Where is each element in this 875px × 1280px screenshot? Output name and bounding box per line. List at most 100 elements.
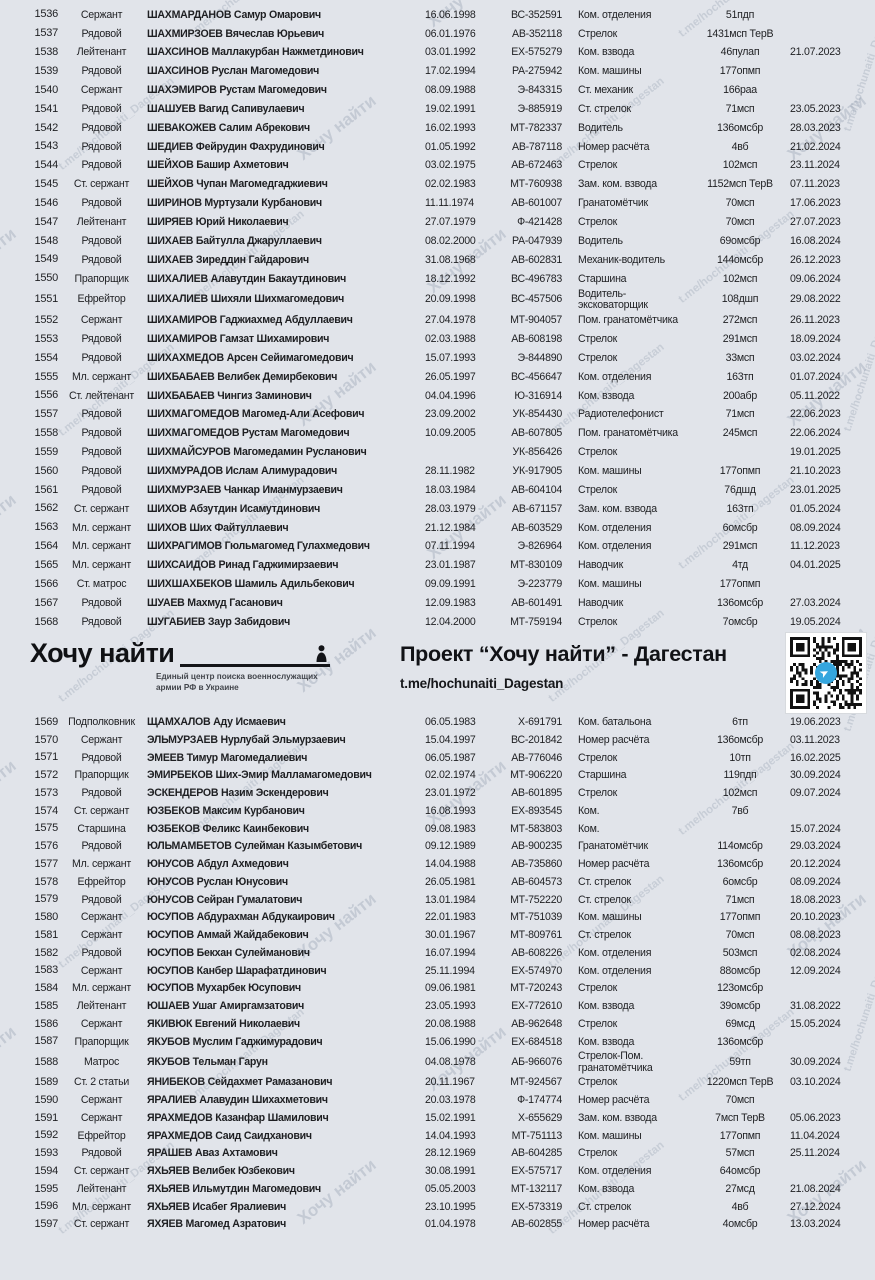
cell-id-number: АВ-352118	[512, 27, 562, 40]
cell-position: Зам. ком. взвода	[578, 1111, 657, 1124]
cell-rank: Ст. сержант	[73, 502, 130, 515]
cell-date: 01.07.2024	[790, 370, 841, 383]
cell-name: ШАХСИНОВ Руслан Магомедович	[147, 65, 320, 78]
cell-id-number: Х-691791	[518, 716, 562, 729]
table-row: 1595 Лейтенант ЯХЬЯЕВ Ильмутдин Магомедо…	[0, 1181, 875, 1199]
cell-date: 09.06.2024	[790, 272, 841, 285]
table-row: 1554 Рядовой ШИХАХМЕДОВ Арсен Сейимагоме…	[0, 349, 875, 368]
cell-name: ШИХАХМЕДОВ Арсен Сейимагомедович	[147, 351, 354, 364]
cell-position: Номер расчёта	[578, 733, 650, 746]
cell-birth-date: 20.11.1967	[425, 1076, 475, 1089]
cell-row-number: 1543	[34, 140, 59, 153]
cell-unit: 166раа	[723, 84, 757, 97]
person-icon	[316, 645, 327, 662]
cell-name: ЯХЬЯЕВ Велибек Юзбекович	[147, 1165, 295, 1178]
cell-rank: Рядовой	[81, 787, 122, 800]
cell-position: Ком. отделения	[578, 8, 652, 21]
cell-date: 23.01.2025	[790, 483, 841, 496]
table-row: 1570 Сержант ЭЛЬМУРЗАЕВ Нурлубай Эльмурз…	[0, 732, 875, 750]
cell-unit: 1220мсп ТерВ	[706, 1076, 774, 1089]
cell-birth-date: 01.05.1992	[425, 140, 476, 153]
cell-unit: 177опмп	[719, 911, 761, 924]
logo-tagline: Единый центр поиска военнослужащих армии…	[156, 672, 318, 692]
table-row: 1581 Сержант ЮСУПОВ Аммай Жайдабекович 3…	[0, 927, 875, 945]
cell-position: Ком. взвода	[578, 1182, 635, 1195]
personnel-table-bottom: 1569 Подполковник ЩАМХАЛОВ Аду Исмаевич …	[0, 714, 875, 1234]
cell-name: ШАХСИНОВ Маллакурбан Нажметдинович	[147, 46, 364, 59]
cell-unit: 1431мсп ТерВ	[706, 27, 774, 40]
cell-id-number: ВС-496783	[511, 272, 562, 285]
cell-date: 13.03.2024	[790, 1218, 841, 1231]
cell-unit: 1152мсп ТерВ	[707, 178, 773, 191]
table-row: 1551 Ефрейтор ШИХАЛИЕВ Шихяли Шихмагомед…	[0, 287, 875, 312]
cell-unit: 71мсп	[725, 893, 755, 906]
cell-rank: Рядовой	[81, 893, 122, 906]
project-block: Проект “Хочу найти” - Дагестан t.me/hoch…	[400, 642, 727, 691]
cell-position: Стрелок	[578, 333, 618, 346]
cell-rank: Сержант	[80, 1017, 123, 1030]
cell-name: ЭМЕЕВ Тимур Магомедалиевич	[147, 751, 308, 764]
cell-date: 07.11.2023	[790, 178, 840, 191]
cell-row-number: 1542	[34, 121, 59, 134]
cell-name: ЭЛЬМУРЗАЕВ Нурлубай Эльмурзаевич	[147, 733, 346, 746]
cell-rank: Рядовой	[81, 464, 122, 477]
cell-unit: 70мсп	[725, 929, 755, 942]
cell-date: 21.08.2024	[790, 1182, 841, 1195]
cell-unit: 102мсп	[722, 159, 758, 172]
cell-birth-date: 14.04.1993	[425, 1129, 476, 1142]
cell-birth-date: 25.11.1994	[425, 964, 475, 977]
cell-position: Ком. машины	[578, 578, 642, 591]
cell-unit: 7мсп ТерВ	[715, 1111, 765, 1124]
cell-id-number: МТ-782337	[510, 121, 562, 134]
cell-position: Ком. взвода	[578, 1000, 635, 1013]
cell-name: ШИХБАБАЕВ Чингиз Заминович	[147, 389, 312, 402]
cell-id-number: Э-843315	[517, 84, 563, 97]
table-row: 1553 Рядовой ШИХАМИРОВ Гамзат Шихамирови…	[0, 330, 875, 349]
logo-title: Хочу найти	[30, 638, 175, 668]
cell-row-number: 1555	[34, 370, 59, 383]
cell-row-number: 1575	[34, 822, 59, 835]
cell-row-number: 1595	[34, 1182, 59, 1195]
cell-birth-date: 02.02.1983	[425, 178, 476, 191]
cell-rank: Рядовой	[81, 351, 122, 364]
table-row: 1578 Ефрейтор ЮНУСОВ Руслан Юнусович 26.…	[0, 874, 875, 892]
cell-id-number: АВ-604573	[511, 875, 562, 888]
cell-date: 03.02.2024	[790, 351, 841, 364]
cell-unit: 69мсд	[725, 1017, 755, 1030]
cell-birth-date: 31.08.1968	[425, 253, 476, 266]
cell-unit: 102мсп	[722, 272, 758, 285]
table-row: 1572 Прапорщик ЭМИРБЕКОВ Ших-Эмир Маллам…	[0, 767, 875, 785]
cell-date: 27.12.2024	[790, 1200, 841, 1213]
cell-rank: Рядовой	[81, 27, 122, 40]
cell-unit: 6омсбр	[722, 875, 758, 888]
cell-id-number: ЕХ-893545	[511, 804, 562, 817]
cell-position: Водитель	[578, 234, 623, 247]
table-row: 1557 Рядовой ШИХМАГОМЕДОВ Магомед-Али Ас…	[0, 406, 875, 425]
cell-date: 11.12.2023	[790, 540, 840, 553]
cell-id-number: АВ-672463	[511, 159, 562, 172]
cell-name: ШАХМИРЗОЕВ Вячеслав Юрьевич	[147, 27, 325, 40]
cell-name: ЭМИРБЕКОВ Ших-Эмир Малламагомедович	[147, 769, 372, 782]
table-row: 1592 Ефрейтор ЯРАХМЕДОВ Саид Саидханович…	[0, 1127, 875, 1145]
cell-row-number: 1545	[34, 178, 59, 191]
cell-rank: Лейтенант	[76, 1000, 127, 1013]
cell-position: Радиотелефонист	[578, 408, 664, 421]
cell-id-number: МТ-759194	[510, 615, 562, 628]
cell-unit: 76дшд	[724, 483, 756, 496]
cell-row-number: 1552	[34, 314, 59, 327]
cell-row-number: 1562	[34, 502, 59, 515]
cell-position: Водитель-эксковаторщик	[578, 287, 648, 312]
cell-name: ЮЗБЕКОВ Максим Курбанович	[147, 804, 305, 817]
cell-row-number: 1547	[34, 215, 59, 228]
cell-name: ЮНУСОВ Руслан Юнусович	[147, 875, 288, 888]
cell-birth-date: 30.01.1967	[425, 929, 476, 942]
cell-birth-date: 03.01.1992	[425, 46, 476, 59]
cell-unit: 33мсп	[725, 351, 755, 364]
cell-unit: 245мсп	[722, 427, 758, 440]
cell-date: 09.07.2024	[790, 787, 841, 800]
cell-unit: 70мсп	[725, 215, 755, 228]
cell-birth-date: 10.09.2005	[425, 427, 476, 440]
cell-name: ШИХРАГИМОВ Гюльмагомед Гулахмедович	[147, 540, 370, 553]
cell-name: ЯКУБОВ Тельман Гарун	[147, 1055, 268, 1068]
cell-date: 04.01.2025	[790, 559, 841, 572]
